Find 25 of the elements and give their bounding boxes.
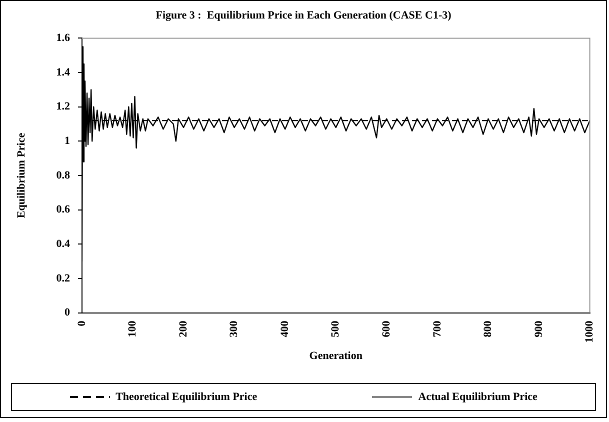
y-tick-label: 1 bbox=[64, 135, 70, 148]
y-tick-label: 1.4 bbox=[56, 66, 70, 78]
x-tick-label: 100 bbox=[126, 320, 139, 338]
x-tick-label: 800 bbox=[482, 320, 494, 338]
y-axis-title: Equilibrium Price bbox=[15, 132, 28, 218]
x-tick-label: 900 bbox=[532, 320, 545, 338]
x-tick-label: 500 bbox=[330, 320, 342, 338]
legend-label: Theoretical Equilibrium Price bbox=[116, 391, 258, 403]
x-tick-label: 600 bbox=[380, 320, 393, 338]
x-tick-label: 400 bbox=[278, 320, 291, 338]
y-tick-label: 0.6 bbox=[56, 204, 70, 216]
y-tick-label: 0.8 bbox=[56, 169, 70, 182]
x-tick-label: 200 bbox=[177, 320, 190, 338]
y-tick-label: 1.6 bbox=[56, 32, 70, 44]
y-tick-label: 0 bbox=[64, 306, 70, 319]
chart-title: Figure 3 : Equilibrium Price in Each Generation (CASE C1-3) bbox=[156, 9, 452, 22]
y-tick-label: 0.4 bbox=[56, 238, 70, 250]
y-tick-label: 1.2 bbox=[56, 100, 70, 113]
x-tick-label: 0 bbox=[76, 320, 88, 326]
x-axis-title: Generation bbox=[309, 350, 362, 362]
x-tick-label: 1000 bbox=[584, 320, 596, 343]
legend-label: Actual Equilibrium Price bbox=[418, 391, 538, 403]
y-tick-label: 0.2 bbox=[56, 272, 70, 284]
x-tick-label: 300 bbox=[228, 320, 240, 338]
x-tick-label: 700 bbox=[431, 320, 444, 338]
